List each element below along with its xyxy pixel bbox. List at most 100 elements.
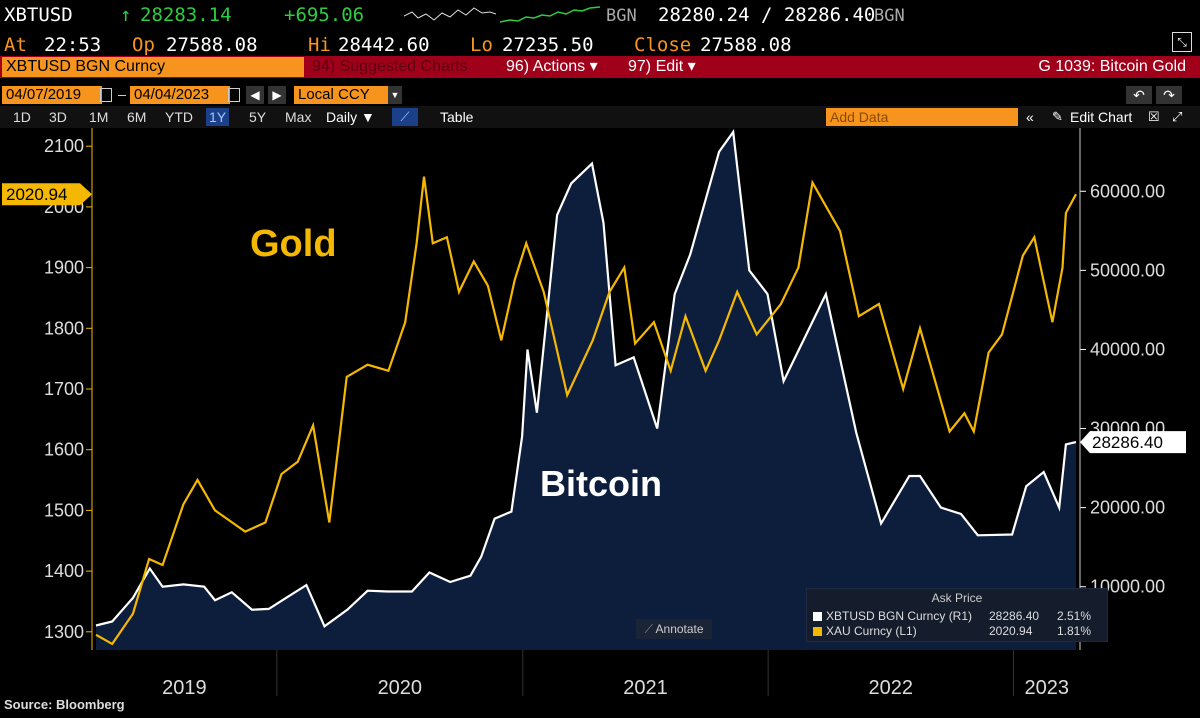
edit-chart-button[interactable]: Edit Chart bbox=[1070, 109, 1133, 125]
end-date-input[interactable]: 04/04/2023 bbox=[130, 86, 230, 104]
at-label: At bbox=[4, 34, 27, 56]
period-button-1d[interactable]: 1D bbox=[13, 109, 31, 125]
edit-menu[interactable]: 97) Edit ▾ bbox=[628, 58, 696, 75]
annotate-label: Annotate bbox=[655, 622, 704, 636]
price-up-arrow-icon: ↑ bbox=[120, 4, 132, 26]
x-tick-label: 2020 bbox=[378, 677, 423, 698]
right-tick-label: 60000.00 bbox=[1090, 181, 1165, 201]
gold-annotation: Gold bbox=[250, 223, 337, 265]
date-separator bbox=[118, 95, 126, 96]
suggested-charts-menu[interactable]: 94) Suggested Charts bbox=[312, 58, 468, 75]
legend-pct: 1.81% bbox=[1057, 624, 1092, 638]
menu-bar: XBTUSD BGN Curncy 94) Suggested Charts 9… bbox=[0, 56, 1200, 78]
bid-ask: 28280.24 / 28286.40 bbox=[658, 4, 876, 26]
bitcoin-last-value: 28286.40 bbox=[1092, 433, 1163, 452]
source-label-2: BGN bbox=[874, 6, 905, 26]
line-chart-icon[interactable]: ⟋ bbox=[392, 108, 418, 126]
actions-menu[interactable]: 96) Actions ▾ bbox=[506, 58, 598, 75]
left-tick-label: 1500 bbox=[44, 500, 84, 520]
table-button[interactable]: Table bbox=[440, 109, 474, 125]
more-icon[interactable]: ⤢ bbox=[1172, 109, 1183, 124]
last-price: 28283.14 bbox=[140, 4, 232, 26]
pencil-icon: ⟋ bbox=[644, 622, 653, 636]
annotate-button[interactable]: ⟋ Annotate bbox=[636, 619, 712, 639]
next-period-button[interactable]: ▶ bbox=[268, 86, 286, 104]
legend-pct: 2.51% bbox=[1057, 609, 1092, 623]
left-tick-label: 1600 bbox=[44, 440, 84, 460]
x-tick-label: 2023 bbox=[1024, 677, 1069, 698]
legend-row-bitcoin: XBTUSD BGN Curncy (R1) 28286.40 2.51% bbox=[813, 609, 1091, 623]
left-tick-label: 1800 bbox=[44, 318, 84, 338]
gold-last-value: 2020.94 bbox=[6, 185, 67, 204]
period-button-1y[interactable]: 1Y bbox=[206, 108, 230, 126]
open-value: 27588.08 bbox=[166, 34, 258, 56]
gold-line bbox=[95, 176, 1077, 646]
bitcoin-gold-chart: 2019 2020 2021 2022 2023 1300 1400 1500 1600 1700… bbox=[2, 128, 1186, 698]
high-label: Hi bbox=[308, 34, 331, 56]
prev-period-button[interactable]: ◀ bbox=[246, 86, 264, 104]
period-button-1m[interactable]: 1M bbox=[89, 109, 109, 125]
left-tick-label: 2100 bbox=[44, 136, 84, 156]
left-tick-label: 1900 bbox=[44, 258, 84, 278]
x-tick-label: 2021 bbox=[623, 677, 668, 698]
redo-icon[interactable]: ↷ bbox=[1156, 86, 1182, 104]
source-label: BGN bbox=[606, 6, 637, 26]
left-tick-label: 1700 bbox=[44, 379, 84, 399]
currency-select[interactable]: Local CCY bbox=[294, 86, 394, 104]
quote-bar: XBTUSD ↑ 28283.14 +695.06 BGN 28280.24 /… bbox=[0, 0, 1200, 30]
legend-header: Ask Price bbox=[931, 591, 983, 605]
at-time: 22:53 bbox=[44, 34, 102, 56]
legend-label: XAU Curncy (L1) bbox=[826, 624, 917, 638]
settings-icon[interactable]: ☒ bbox=[1148, 109, 1160, 124]
x-tick-label: 2022 bbox=[869, 677, 914, 698]
legend: Ask Price XBTUSD BGN Curncy (R1) 28286.4… bbox=[806, 588, 1108, 642]
gold-last-tag bbox=[2, 183, 92, 206]
period-button-3d[interactable]: 3D bbox=[49, 109, 67, 125]
legend-swatch-gold bbox=[813, 627, 822, 637]
legend-swatch-bitcoin bbox=[813, 612, 822, 622]
left-tick-label: 1300 bbox=[44, 622, 84, 642]
right-tick-label: 40000.00 bbox=[1090, 339, 1165, 359]
chart-title: G 1039: Bitcoin Gold bbox=[1038, 58, 1186, 75]
period-button-6m[interactable]: 6M bbox=[127, 109, 147, 125]
legend-value: 2020.94 bbox=[989, 624, 1033, 638]
close-label: Close bbox=[634, 34, 692, 56]
low-label: Lo bbox=[470, 34, 493, 56]
security-field[interactable]: XBTUSD BGN Curncy bbox=[2, 57, 304, 77]
undo-icon[interactable]: ↶ bbox=[1126, 86, 1152, 104]
date-controls: 04/07/2019 04/04/2023 ◀ ▶ Local CCY ▼ ↶ … bbox=[0, 84, 1200, 106]
sparkline-green bbox=[500, 6, 600, 23]
low-value: 27235.50 bbox=[502, 34, 594, 56]
period-button-5y[interactable]: 5Y bbox=[249, 109, 267, 125]
right-tick-label: 20000.00 bbox=[1090, 498, 1165, 518]
high-value: 28442.60 bbox=[338, 34, 430, 56]
period-toolbar: 1D 3D 1M 6M YTD 1Y 5Y Max Daily ▼ ⟋ Table Add D… bbox=[0, 106, 1200, 128]
x-tick-label: 2019 bbox=[162, 677, 207, 698]
right-tick-label: 10000.00 bbox=[1090, 577, 1165, 597]
add-data-input[interactable]: Add Data bbox=[826, 108, 1018, 126]
frequency-select[interactable]: Daily ▼ bbox=[326, 109, 375, 125]
calendar-icon-2[interactable] bbox=[228, 88, 240, 102]
start-date-input[interactable]: 04/07/2019 bbox=[2, 86, 102, 104]
period-button-max[interactable]: Max bbox=[285, 109, 312, 125]
source-note: Source: Bloomberg bbox=[4, 697, 125, 712]
legend-label: XBTUSD BGN Curncy (R1) bbox=[826, 609, 973, 623]
currency-dropdown-icon[interactable]: ▼ bbox=[388, 86, 402, 104]
ticker-symbol[interactable]: XBTUSD bbox=[4, 4, 73, 26]
bitcoin-annotation: Bitcoin bbox=[540, 463, 662, 504]
close-value: 27588.08 bbox=[700, 34, 792, 56]
bitcoin-last-tag bbox=[1080, 431, 1186, 454]
left-tick-label: 1400 bbox=[44, 561, 84, 581]
collapse-icon[interactable]: « bbox=[1026, 109, 1034, 125]
price-change: +695.06 bbox=[284, 4, 365, 26]
ohlc-bar: At 22:53 Op 27588.08 Hi 28442.60 Lo 2723… bbox=[0, 30, 1200, 56]
legend-value: 28286.40 bbox=[989, 609, 1040, 623]
legend-row-gold: XAU Curncy (L1) 2020.94 1.81% bbox=[813, 624, 1091, 638]
expand-icon[interactable]: ⤡ bbox=[1172, 32, 1192, 52]
period-button-ytd[interactable]: YTD bbox=[165, 109, 193, 125]
edit-chart-icon[interactable]: ✎ bbox=[1052, 109, 1063, 124]
bitcoin-line bbox=[95, 129, 1077, 628]
sparkline-white bbox=[404, 7, 496, 21]
calendar-icon[interactable] bbox=[100, 88, 112, 102]
right-tick-label: 50000.00 bbox=[1090, 260, 1165, 280]
